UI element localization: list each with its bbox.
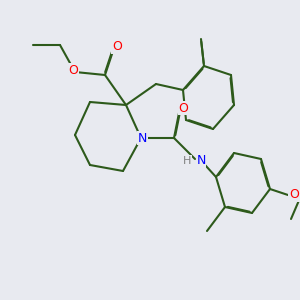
Text: O: O	[289, 188, 299, 202]
Text: O: O	[112, 40, 122, 53]
Text: O: O	[179, 101, 188, 115]
Text: O: O	[69, 64, 78, 77]
Text: N: N	[138, 131, 147, 145]
Text: N: N	[196, 154, 206, 167]
Text: H: H	[183, 155, 192, 166]
